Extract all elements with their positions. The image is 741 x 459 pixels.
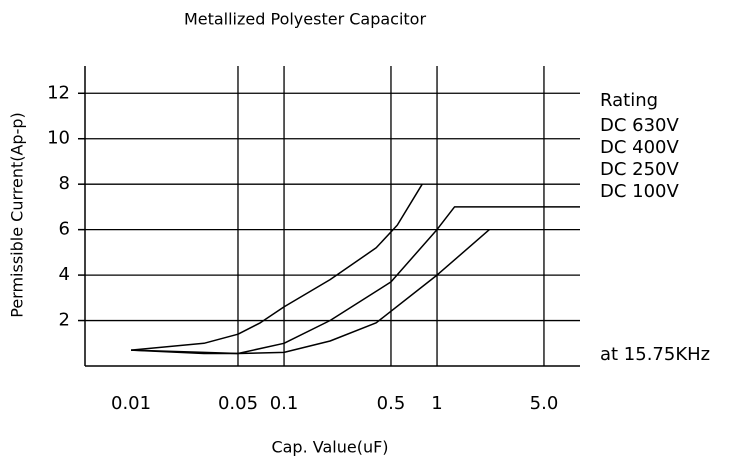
- x-tick-label: 0.05: [218, 393, 258, 414]
- legend-title: Rating: [600, 90, 658, 111]
- x-tick-label: 0.5: [377, 393, 406, 414]
- chart-title: Metallized Polyester Capacitor: [184, 10, 427, 29]
- x-tick-label: 1: [431, 393, 442, 414]
- x-tick-label: 5.0: [530, 393, 559, 414]
- y-tick-label: 10: [47, 128, 70, 149]
- y-tick-label: 12: [47, 82, 70, 103]
- x-axis-label: Cap. Value(uF): [271, 438, 388, 457]
- legend-label: DC 400V: [600, 137, 680, 158]
- x-tick-label: 0.01: [111, 393, 151, 414]
- y-tick-label: 2: [59, 310, 70, 331]
- curve: [131, 183, 423, 351]
- y-tick-label: 4: [59, 264, 70, 285]
- y-tick-label: 8: [59, 173, 70, 194]
- y-tick-label: 6: [59, 219, 70, 240]
- legend-label: DC 250V: [600, 159, 680, 180]
- legend-label: DC 100V: [600, 181, 680, 202]
- curve: [131, 229, 490, 355]
- y-axis-label: Permissible Current(Ap-p): [8, 112, 27, 318]
- x-tick-label: 0.1: [270, 393, 299, 414]
- legend-label: DC 630V: [600, 115, 680, 136]
- annotation: at 15.75KHz: [600, 344, 710, 365]
